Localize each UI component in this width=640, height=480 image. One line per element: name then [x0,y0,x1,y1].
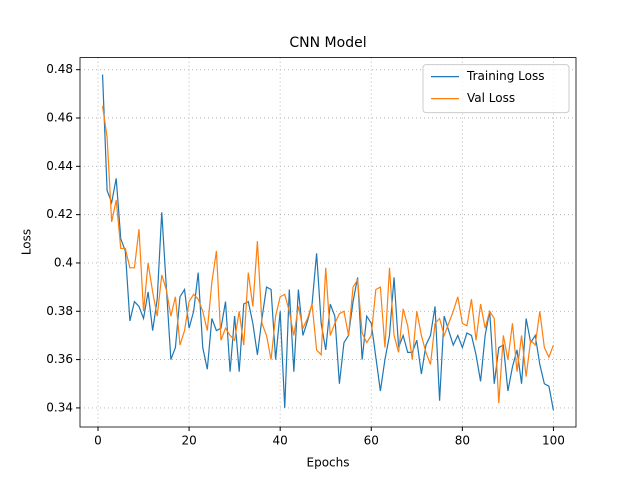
x-tick-label: 20 [181,434,196,448]
x-tick-label: 100 [542,434,565,448]
y-tick-label: 0.42 [46,207,73,221]
legend-box [422,64,570,114]
y-tick-label: 0.46 [46,110,73,124]
plot-frame [79,57,577,428]
legend-label: Val Loss [467,91,515,105]
x-tick-label: 40 [273,434,288,448]
x-tick-label: 0 [94,434,102,448]
y-tick-label: 0.48 [46,62,73,76]
y-tick-label: 0.4 [54,255,73,269]
x-tick-label: 80 [455,434,470,448]
line-series [101,105,555,404]
y-tick-label: 0.34 [46,400,73,414]
chart-title: CNN Model [289,35,366,51]
y-tick-label: 0.38 [46,304,73,318]
x-tick-label: 60 [364,434,379,448]
legend: Training Loss Val Loss [422,64,570,114]
x-axis-label: Epochs [307,456,350,470]
legend-label: Training Loss [466,69,544,83]
y-tick-label: 0.44 [46,159,73,173]
y-axis-label: Loss [20,229,34,255]
y-tick-label: 0.36 [46,352,73,366]
